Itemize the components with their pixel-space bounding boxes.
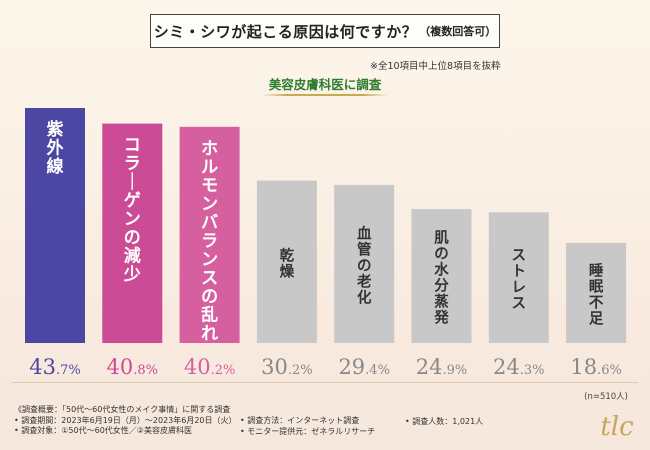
brand-logo: tlc — [600, 412, 634, 442]
bar-2 — [102, 123, 163, 343]
bar-3 — [179, 126, 240, 344]
sample-size: (n=510人) — [584, 392, 628, 402]
bar-7 — [488, 212, 549, 343]
bar-category-label: ストレス — [512, 247, 527, 312]
bar-value-label: 29.4% — [338, 355, 390, 379]
chart-title-box: シミ・シワが起こる原因は何ですか？ （複数回答可） — [150, 14, 500, 48]
bar-value-label: 24.9% — [416, 355, 468, 379]
bar-category-label: コラ｜ゲンの減少 — [123, 136, 141, 286]
survey-method: • 調査方法：インターネット調査 — [240, 416, 360, 425]
bar-value-label: 24.3% — [493, 355, 545, 379]
survey-target: • 調査対象：①50代〜60代女性／②美容皮膚科医 — [14, 426, 192, 435]
survey-overview-block: 《調査概要：「50代〜60代女性のメイク事情」に関する調査 • 調査期間：202… — [14, 405, 237, 437]
bar-category-label: 肌の水分蒸発 — [433, 230, 449, 327]
bar-5 — [334, 184, 395, 343]
chart-title: シミ・シワが起こる原因は何ですか？ — [153, 22, 418, 41]
survey-count: • 調査人数：1,021人 — [405, 417, 484, 426]
survey-period: • 調査期間：2023年6月19日（月）〜2023年6月20日（火） — [14, 415, 237, 425]
group-label: 美容皮膚科医に調査 — [268, 77, 382, 92]
bar-8 — [566, 242, 627, 343]
survey-method-block: • 調査方法：インターネット調査 • モニター提供元：ゼネラルリサーチ — [240, 416, 375, 437]
bar-category-label: 睡眠不足 — [589, 261, 604, 327]
bar-category-label: 紫外線 — [47, 119, 64, 177]
bar-value-label: 30.2% — [261, 355, 313, 379]
footnote: ※全10項目中上位8項目を抜粋 — [370, 61, 501, 72]
bar-value-label: 40.8% — [107, 355, 159, 379]
bar-category-label: 乾燥 — [280, 246, 295, 280]
group-label-underline — [262, 94, 388, 96]
survey-overview: 《調査概要：「50代〜60代女性のメイク事情」に関する調査 — [14, 405, 231, 414]
bar-4 — [256, 180, 317, 343]
chart-title-note: （複数回答可） — [419, 25, 497, 38]
bar-value-label: 43.7% — [29, 355, 81, 379]
baseline-divider — [12, 382, 638, 383]
bar-category-label: 血管の老化 — [356, 224, 372, 306]
bar-value-label: 18.6% — [570, 355, 622, 379]
bar-category-label: ホルモンバランスの乱れ — [201, 139, 218, 344]
bar-6 — [411, 209, 472, 343]
bar-1 — [25, 108, 85, 343]
survey-provider: • モニター提供元：ゼネラルリサーチ — [240, 426, 376, 436]
bar-value-label: 40.2% — [184, 355, 236, 379]
